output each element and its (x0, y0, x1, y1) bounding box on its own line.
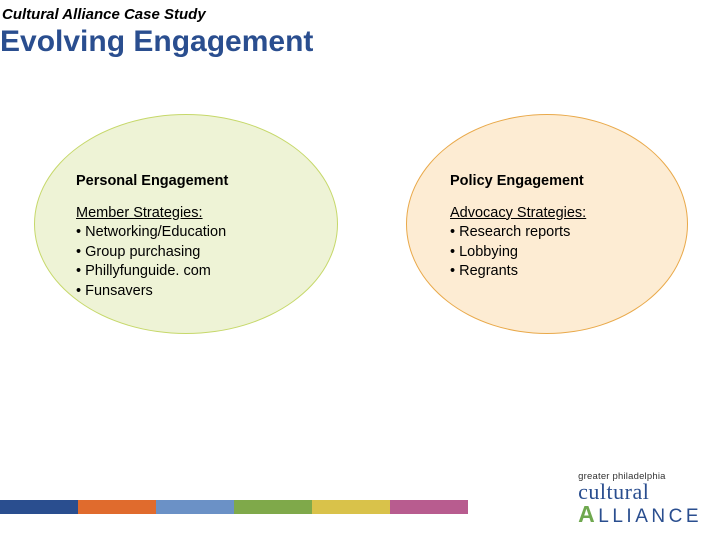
footer-color-segment (390, 500, 468, 514)
logo-bot-line: ALLIANCE (578, 503, 702, 526)
oval-personal-content: Personal Engagement Member Strategies: N… (76, 172, 228, 301)
strategy-item: Research reports (450, 223, 586, 243)
logo-mid-line: cultural (578, 481, 702, 503)
footer-color-bar (0, 500, 468, 514)
strategy-item: Networking/Education (76, 223, 228, 243)
footer-color-segment (0, 500, 78, 514)
strategy-item: Lobbying (450, 243, 586, 263)
footer-color-segment (234, 500, 312, 514)
logo-a-glyph: A (578, 501, 598, 527)
ovals-container: Personal Engagement Member Strategies: N… (0, 114, 720, 414)
footer-color-segment (78, 500, 156, 514)
strategies-list: Research reportsLobbyingRegrants (450, 223, 586, 282)
strategies-title: Advocacy Strategies: (450, 204, 586, 224)
page-subtitle: Cultural Alliance Case Study (0, 0, 720, 23)
logo-lliance: LLIANCE (598, 506, 702, 527)
strategy-item: Funsavers (76, 282, 228, 302)
strategies-list: Networking/EducationGroup purchasingPhil… (76, 223, 228, 301)
logo: greater philadelphia cultural ALLIANCE (578, 472, 702, 527)
strategy-item: Regrants (450, 262, 586, 282)
strategy-item: Phillyfunguide. com (76, 262, 228, 282)
oval-policy-content: Policy Engagement Advocacy Strategies: R… (450, 172, 586, 282)
oval-heading: Personal Engagement (76, 172, 228, 192)
oval-heading: Policy Engagement (450, 172, 586, 192)
strategies-title: Member Strategies: (76, 204, 228, 224)
footer-color-segment (312, 500, 390, 514)
page-title: Evolving Engagement (0, 23, 720, 59)
footer-color-segment (156, 500, 234, 514)
strategy-item: Group purchasing (76, 243, 228, 263)
